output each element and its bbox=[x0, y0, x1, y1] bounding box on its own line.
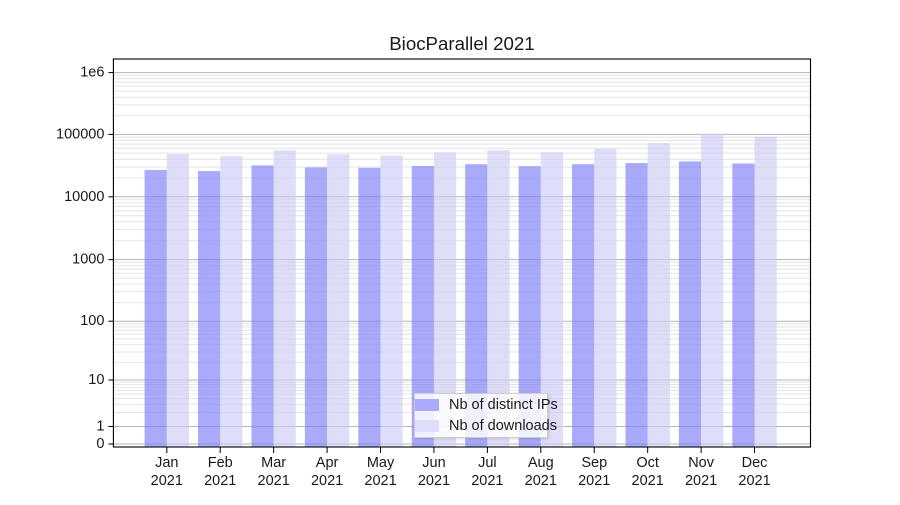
svg-text:Apr: Apr bbox=[316, 455, 339, 471]
svg-text:May: May bbox=[367, 455, 395, 471]
svg-text:Mar: Mar bbox=[261, 455, 286, 471]
svg-text:0: 0 bbox=[96, 436, 104, 452]
svg-text:Aug: Aug bbox=[528, 455, 554, 471]
svg-text:10: 10 bbox=[88, 372, 104, 388]
svg-text:2021: 2021 bbox=[258, 473, 290, 489]
svg-text:Jun: Jun bbox=[422, 455, 445, 471]
svg-text:1e6: 1e6 bbox=[80, 65, 104, 81]
svg-text:10000: 10000 bbox=[64, 189, 104, 205]
svg-text:2021: 2021 bbox=[738, 473, 770, 489]
svg-text:Nov: Nov bbox=[688, 455, 715, 471]
svg-text:100: 100 bbox=[80, 313, 104, 329]
svg-text:Dec: Dec bbox=[742, 455, 768, 471]
svg-text:100000: 100000 bbox=[56, 126, 104, 142]
svg-text:2021: 2021 bbox=[311, 473, 343, 489]
svg-text:2021: 2021 bbox=[418, 473, 450, 489]
svg-text:2021: 2021 bbox=[151, 473, 183, 489]
svg-text:1000: 1000 bbox=[72, 252, 104, 268]
svg-text:1: 1 bbox=[96, 419, 104, 435]
svg-text:2021: 2021 bbox=[578, 473, 610, 489]
svg-text:Oct: Oct bbox=[636, 455, 659, 471]
svg-text:Sep: Sep bbox=[581, 455, 607, 471]
svg-text:2021: 2021 bbox=[364, 473, 396, 489]
svg-text:Jan: Jan bbox=[155, 455, 178, 471]
svg-text:2021: 2021 bbox=[204, 473, 236, 489]
svg-text:2021: 2021 bbox=[471, 473, 503, 489]
svg-text:2021: 2021 bbox=[525, 473, 557, 489]
svg-text:Feb: Feb bbox=[208, 455, 233, 471]
svg-text:2021: 2021 bbox=[632, 473, 664, 489]
svg-text:Jul: Jul bbox=[478, 455, 497, 471]
svg-text:2021: 2021 bbox=[685, 473, 717, 489]
